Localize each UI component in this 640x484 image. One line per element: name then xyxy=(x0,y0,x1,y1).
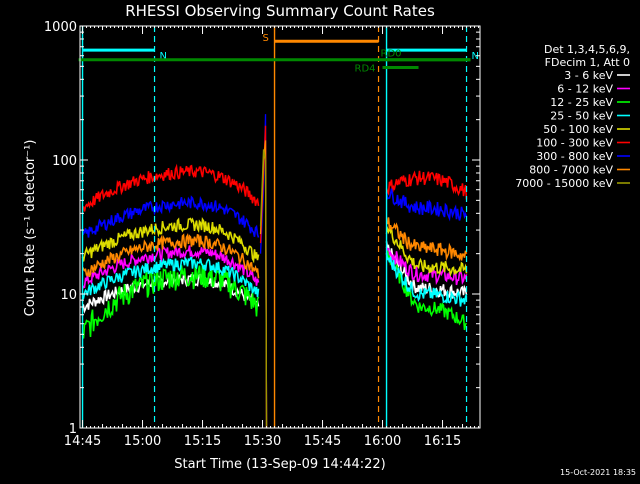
series-line-post-50-100kev xyxy=(385,225,468,277)
legend-label: 3 - 6 keV xyxy=(564,69,613,82)
legend-label: 50 - 100 keV xyxy=(543,123,613,136)
y-tick-label: 100 xyxy=(52,154,77,169)
series-line-post-800-7000kev xyxy=(386,217,468,262)
x-tick-label: 15:30 xyxy=(244,434,281,449)
legend-label: 300 - 800 keV xyxy=(536,150,613,163)
series-line-post-12-25kev xyxy=(385,250,468,331)
series-group xyxy=(81,114,468,429)
x-tick-label: 16:15 xyxy=(424,434,461,449)
legend-header-line-1: Det 1,3,4,5,6,9, xyxy=(544,43,630,56)
marker-label-2: N xyxy=(472,51,479,62)
series-line-pre-100-300kev xyxy=(82,163,260,212)
plot-frame xyxy=(79,25,481,429)
chart-title: RHESSI Observing Summary Count Rates xyxy=(125,2,435,20)
x-axis-label: Start Time (13-Sep-09 14:44:22) xyxy=(174,457,385,472)
x-tick-label: 15:00 xyxy=(124,434,161,449)
legend-label: 7000 - 15000 keV xyxy=(515,177,613,190)
y-tick-label: 1 xyxy=(69,422,77,437)
status-label-rd0: RD0 xyxy=(381,49,402,60)
footer-timestamp: 15-Oct-2021 18:35 xyxy=(560,468,636,477)
legend-label: 25 - 50 keV xyxy=(550,110,613,123)
series-line-post-25-50kev xyxy=(385,252,468,307)
legend-header-line-2: FDecim 1, Att 0 xyxy=(545,56,630,69)
x-tick-label: 15:15 xyxy=(184,434,221,449)
series-line-post-300-800kev xyxy=(385,188,468,222)
spike-line-3 xyxy=(259,149,268,429)
series-line-pre-12-25kev xyxy=(81,263,260,339)
legend-label: 100 - 300 keV xyxy=(536,137,613,150)
status-label-rd4: RD4 xyxy=(355,64,376,75)
series-line-pre-25-50kev xyxy=(82,256,260,300)
x-tick-label: 15:45 xyxy=(304,434,341,449)
axes-group: 14:45 15:00 15:15 15:30 15:45 16:00 16:15 1 10 10… xyxy=(44,20,481,449)
x-tick-label: 16:00 xyxy=(364,434,401,449)
legend: Det 1,3,4,5,6,9, FDecim 1, Att 0 3 - 6 k… xyxy=(515,43,630,190)
marker-label-1: S xyxy=(263,33,269,44)
series-line-post-100-300kev xyxy=(385,170,468,200)
marker-label-0: N xyxy=(160,51,167,62)
series-line-pre-50-100kev xyxy=(81,216,260,264)
legend-label: 12 - 25 keV xyxy=(550,96,613,109)
y-tick-label: 10 xyxy=(60,288,77,303)
marker-group: N S N RD0 RD4 xyxy=(78,26,479,428)
legend-label: 6 - 12 keV xyxy=(557,83,613,96)
series-line-pre-6-12kev xyxy=(81,243,260,290)
series-line-pre-300-800kev xyxy=(81,195,260,238)
legend-label: 800 - 7000 keV xyxy=(529,164,613,177)
series-line-pre-800-7000kev xyxy=(81,232,260,279)
series-line-post-6-12kev xyxy=(385,246,468,286)
y-tick-label: 1000 xyxy=(44,20,77,35)
x-tick-label: 14:45 xyxy=(64,434,101,449)
y-axis-label: Count Rate (s⁻¹ detector⁻¹) xyxy=(23,140,38,317)
